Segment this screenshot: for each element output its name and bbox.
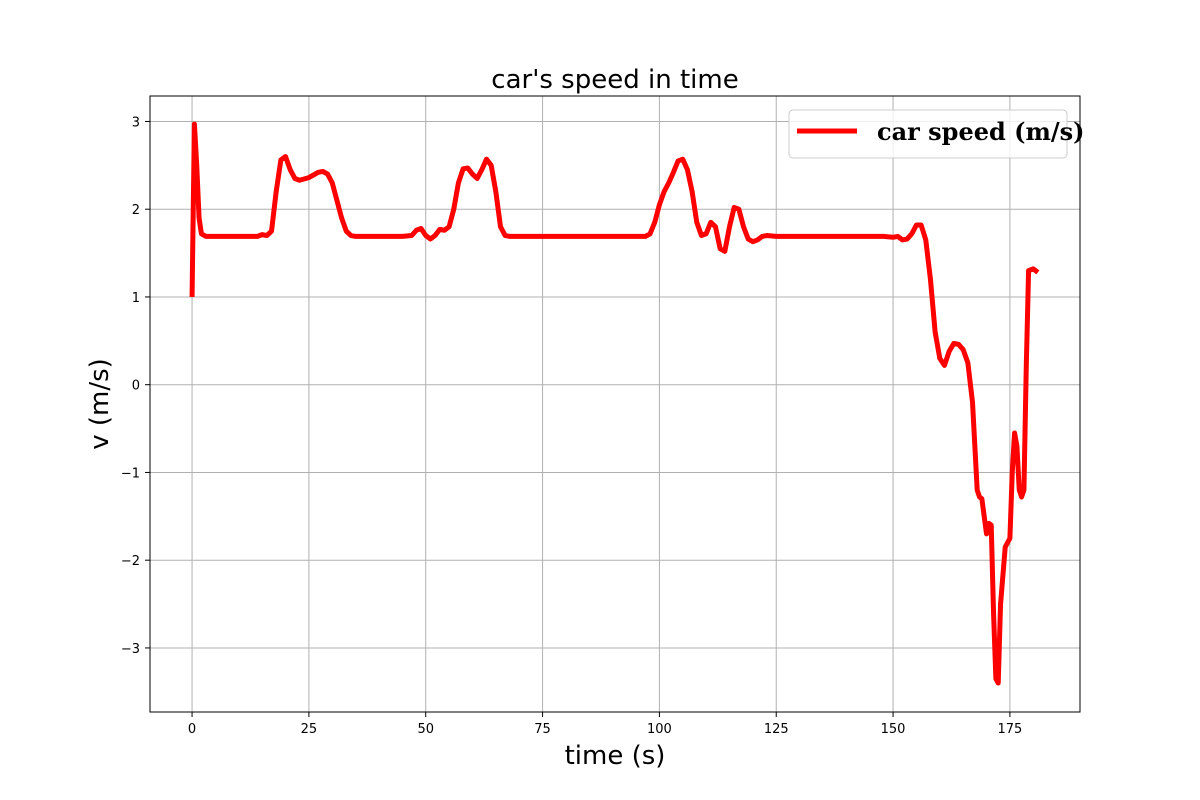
plot-frame <box>149 95 1081 713</box>
x-tick-label: 75 <box>534 722 551 737</box>
y-axis-label: v (m/s) <box>85 358 115 450</box>
x-tick-label: 125 <box>764 722 789 737</box>
y-tick-label: 2 <box>132 203 140 218</box>
x-tick-label: 0 <box>188 722 196 737</box>
series-line-car-speed <box>189 121 1040 686</box>
x-tick-label: 175 <box>997 722 1022 737</box>
y-tick-label: 0 <box>132 379 140 394</box>
x-tick-label: 100 <box>647 722 672 737</box>
x-tick-label: 25 <box>301 722 318 737</box>
grid-lines <box>150 96 1080 712</box>
chart-title: car's speed in time <box>491 65 738 95</box>
axis-ticks: 0 25 50 75 100 125 150 175 −3 −2 −1 0 1 2 3 <box>121 115 1022 737</box>
y-tick-label: 3 <box>132 115 140 130</box>
legend-frame <box>788 109 1068 159</box>
series-layer <box>189 121 1040 686</box>
y-tick-label: −3 <box>121 642 140 657</box>
legend-label: car speed (m/s) <box>877 117 1085 146</box>
x-tick-label: 150 <box>881 722 906 737</box>
legend: car speed (m/s) <box>788 109 1085 159</box>
y-tick-label: −1 <box>121 466 140 481</box>
y-tick-label: 1 <box>132 291 140 306</box>
x-axis-label: time (s) <box>565 741 666 771</box>
x-tick-label: 50 <box>417 722 434 737</box>
y-tick-label: −2 <box>121 554 140 569</box>
